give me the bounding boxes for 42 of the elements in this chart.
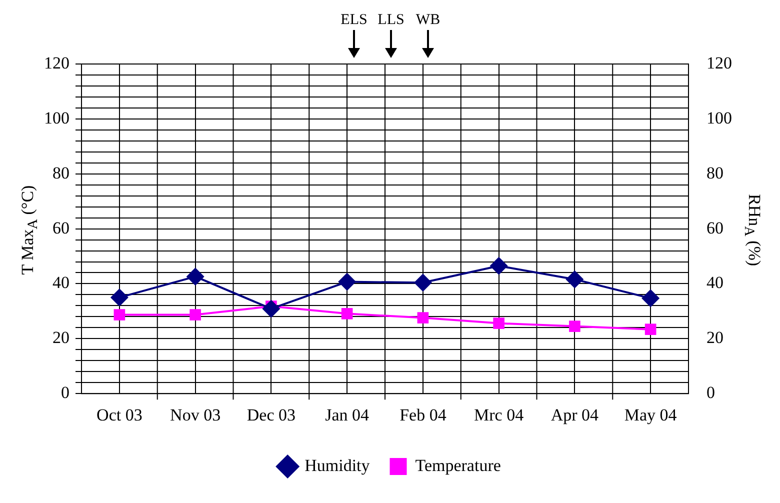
point: [338, 272, 356, 291]
point: [566, 270, 584, 288]
text: WB: [414, 12, 442, 29]
y2-tick-label: 0: [706, 383, 715, 402]
point: [569, 320, 580, 332]
text: ELS: [338, 12, 370, 29]
y-tick-label: 20: [52, 328, 70, 348]
legend-label: Humidity: [304, 456, 370, 475]
point: [341, 308, 353, 320]
y-tick-label: 120: [44, 53, 70, 72]
x-tick-label: Mrc 04: [474, 405, 524, 424]
x-tick-label: May 04: [624, 405, 678, 424]
y-tick-label: 0: [61, 383, 70, 402]
point: [186, 268, 204, 286]
x-tick-label: Apr 04: [550, 405, 600, 424]
y2-tick-label: 40: [706, 273, 724, 292]
point: [110, 288, 128, 306]
point: [490, 256, 508, 275]
x-tick-label: Nov 03: [170, 405, 221, 424]
point: [414, 274, 432, 292]
point: [190, 309, 201, 320]
x-tick-label: Feb 04: [400, 405, 447, 424]
x-tick-label: Dec 03: [246, 405, 296, 424]
point: [644, 324, 656, 335]
legend-label: Temperature: [415, 456, 501, 475]
y-tick-label: 80: [52, 163, 70, 182]
point: [262, 300, 280, 318]
y2-tick-label: 100: [706, 108, 732, 128]
point: [114, 309, 126, 320]
point: [417, 312, 429, 324]
y2-tick-label: 80: [706, 163, 724, 182]
x-tick-label: Jan 04: [325, 405, 370, 424]
text: LLS: [376, 12, 406, 29]
y-tick-label: 100: [44, 108, 70, 128]
y2-tick-label: 60: [706, 218, 724, 238]
y2-tick-label: 120: [706, 53, 732, 72]
point: [642, 289, 660, 308]
y2-tick-label: 20: [706, 328, 724, 348]
y-tick-label: 60: [52, 218, 70, 238]
y-tick-label: 40: [52, 273, 70, 292]
x-tick-label: Oct 03: [96, 405, 142, 424]
point: [493, 318, 504, 329]
